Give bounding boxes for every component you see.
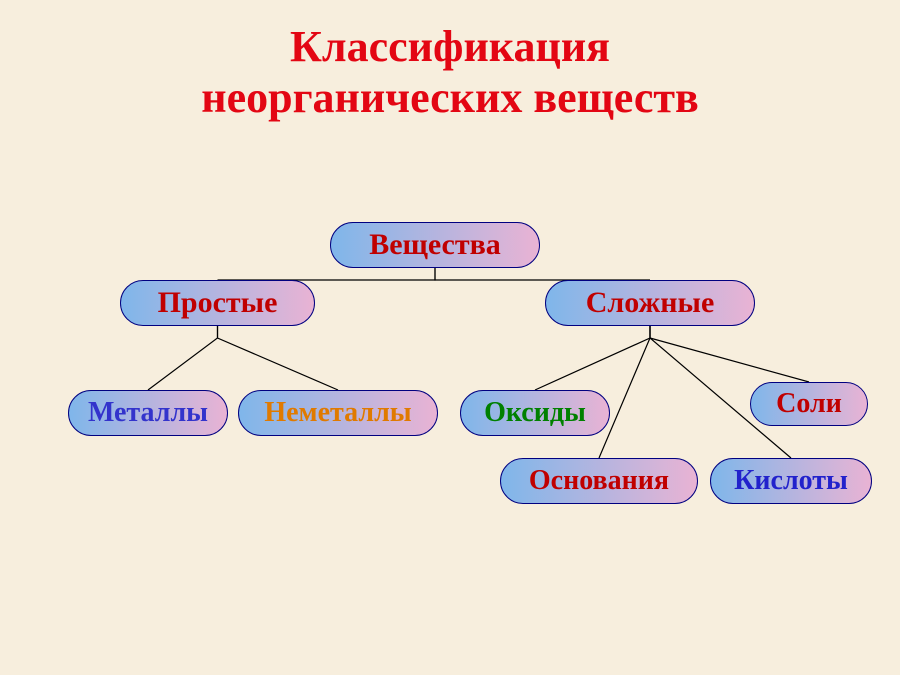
- node-bases: Основания: [500, 458, 698, 504]
- page-title: Классификациянеорганических веществ: [0, 22, 900, 123]
- node-root: Вещества: [330, 222, 540, 268]
- node-nonmetals: Неметаллы: [238, 390, 438, 436]
- node-complex: Сложные: [545, 280, 755, 326]
- node-oxides: Оксиды: [460, 390, 610, 436]
- node-simple: Простые: [120, 280, 315, 326]
- node-salts: Соли: [750, 382, 868, 426]
- node-metals: Металлы: [68, 390, 228, 436]
- node-acids: Кислоты: [710, 458, 872, 504]
